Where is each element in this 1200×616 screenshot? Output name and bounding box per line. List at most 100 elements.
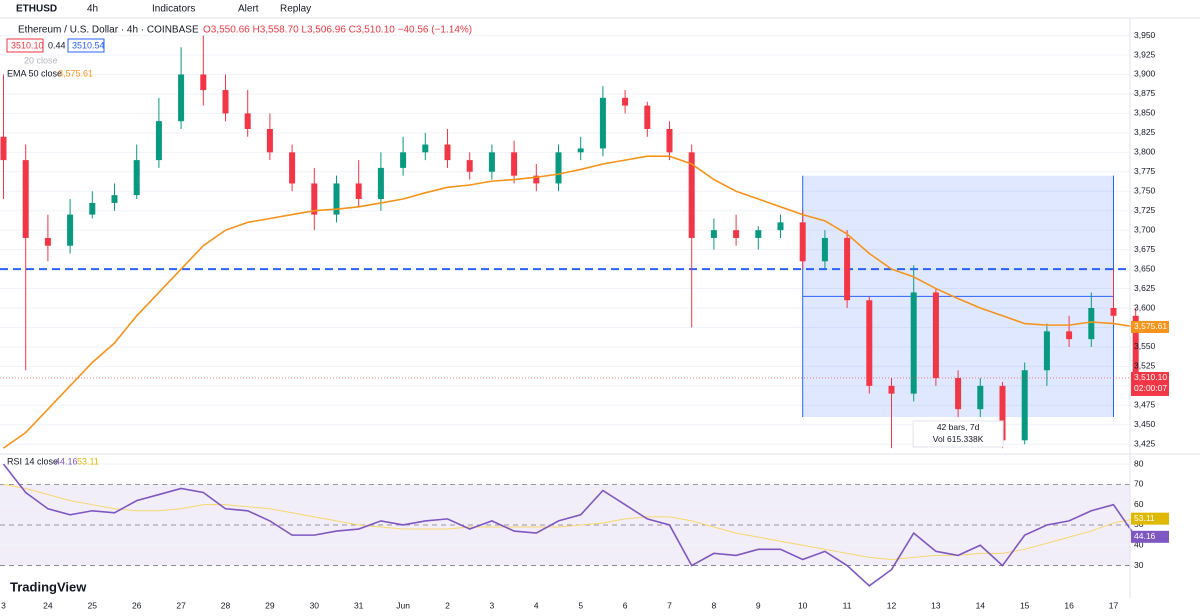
x-tick-label: 7 xyxy=(667,600,672,610)
x-tick-label: 10 xyxy=(798,600,808,610)
ema-line xyxy=(3,155,1136,449)
candle-body xyxy=(0,136,7,161)
candle-body xyxy=(755,230,762,238)
candle-body xyxy=(910,292,917,394)
candle-body xyxy=(422,144,429,153)
candle-body xyxy=(133,160,140,196)
candle-body xyxy=(222,90,229,114)
y-tick-label: 3,550 xyxy=(1134,341,1156,351)
candle-body xyxy=(710,230,717,238)
last-price-pill xyxy=(1131,371,1169,396)
x-tick-label: 6 xyxy=(623,600,628,610)
x-tick-label: 12 xyxy=(887,600,897,610)
x-tick-label: 25 xyxy=(88,600,98,610)
x-tick-label: 13 xyxy=(931,600,941,610)
symbol[interactable]: ETHUSD xyxy=(16,4,57,15)
x-tick-label: 15 xyxy=(1020,600,1030,610)
candle-body xyxy=(799,222,806,262)
alert[interactable]: Alert xyxy=(238,4,259,15)
y-tick-label: 3,825 xyxy=(1134,127,1156,137)
candle-body xyxy=(377,167,384,200)
price-pill-label: 53.11 xyxy=(1134,513,1155,523)
candle-body xyxy=(67,214,74,246)
measure-info xyxy=(912,420,1004,448)
candle-body xyxy=(400,152,407,168)
sma-legend: 20 close xyxy=(24,55,58,65)
candle-body xyxy=(1132,315,1139,378)
y-tick-label: 70 xyxy=(1134,479,1144,489)
candle-body xyxy=(888,385,895,394)
legend-ohlc: O3,550.66 H3,558.70 L3,506.96 C3,510.10 … xyxy=(203,25,472,36)
price-pill xyxy=(1131,530,1169,543)
y-tick-label: 3,800 xyxy=(1134,147,1156,157)
candle-body xyxy=(355,183,362,200)
y-tick-label: 3,650 xyxy=(1134,263,1156,273)
x-tick-label: 26 xyxy=(132,600,142,610)
countdown: 02:00:07 xyxy=(1134,383,1167,393)
candle-body xyxy=(1110,308,1117,316)
x-tick-label: 14 xyxy=(976,600,986,610)
candle-body xyxy=(266,128,273,153)
y-tick-label: 3,725 xyxy=(1134,205,1156,215)
x-tick-label: 9 xyxy=(756,600,761,610)
last-price: 3,510.10 xyxy=(1134,372,1167,382)
ema-legend: EMA 50 close xyxy=(7,68,62,78)
bid-box[interactable] xyxy=(6,38,44,53)
indicators[interactable]: Indicators xyxy=(152,4,195,15)
ask[interactable]: 3510.54 xyxy=(72,40,105,50)
x-tick-label: 16 xyxy=(1064,600,1074,610)
x-tick-label: 24 xyxy=(43,600,53,610)
x-tick-label: 27 xyxy=(176,600,186,610)
candle-body xyxy=(821,237,828,262)
price-pill-label: 44.16 xyxy=(1134,531,1156,541)
y-tick-label: 3,475 xyxy=(1134,400,1156,410)
candle-body xyxy=(955,378,962,410)
rsi-ma-value: 53.11 xyxy=(77,456,99,466)
y-tick-label: 3,850 xyxy=(1134,108,1156,118)
candle-body xyxy=(444,144,451,161)
candle-body xyxy=(688,152,695,238)
ask-box[interactable] xyxy=(67,38,105,53)
x-tick-label: 8 xyxy=(712,600,717,610)
y-tick-label: 3,700 xyxy=(1134,224,1156,234)
candle-body xyxy=(289,152,296,184)
y-tick-label: 30 xyxy=(1134,560,1144,570)
x-tick-label: 3 xyxy=(490,600,495,610)
measure-volume: Vol 615.338K xyxy=(933,434,984,444)
x-tick-label: 2 xyxy=(445,600,450,610)
candle-body xyxy=(932,292,939,379)
candle-body xyxy=(466,160,473,172)
toolbar xyxy=(0,0,1200,18)
y-tick-label: 3,675 xyxy=(1134,244,1156,254)
candle-body xyxy=(977,385,984,410)
candle-body xyxy=(1088,308,1095,340)
candle-body xyxy=(111,195,118,203)
y-tick-label: 40 xyxy=(1134,540,1144,550)
candle-body xyxy=(511,152,518,176)
candle-body xyxy=(577,148,584,153)
y-tick-label: 3,750 xyxy=(1134,185,1156,195)
candle-body xyxy=(533,175,540,184)
spread: 0.44 xyxy=(48,40,66,50)
candle-body xyxy=(89,202,96,215)
x-tick-label: 3 xyxy=(1,600,6,610)
price-pill xyxy=(1131,320,1169,333)
y-tick-label: 3,450 xyxy=(1134,419,1156,429)
y-tick-label: 60 xyxy=(1134,499,1144,509)
candle-body xyxy=(777,222,784,231)
replay[interactable]: Replay xyxy=(280,4,311,15)
bid[interactable]: 3510.10 xyxy=(11,40,44,50)
x-tick-label: 31 xyxy=(354,600,364,610)
candle-body xyxy=(178,74,185,122)
rsi-band xyxy=(0,484,1130,566)
legend-title: Ethereum / U.S. Dollar · 4h · COINBASE xyxy=(18,25,199,36)
logo: TradingView xyxy=(10,579,87,594)
x-tick-label: 17 xyxy=(1109,600,1119,610)
candle-body xyxy=(200,74,207,91)
x-tick-label: 5 xyxy=(578,600,583,610)
y-tick-label: 3,950 xyxy=(1134,30,1156,40)
candle-body xyxy=(333,183,340,215)
candle-body xyxy=(622,97,629,106)
interval[interactable]: 4h xyxy=(87,4,98,15)
